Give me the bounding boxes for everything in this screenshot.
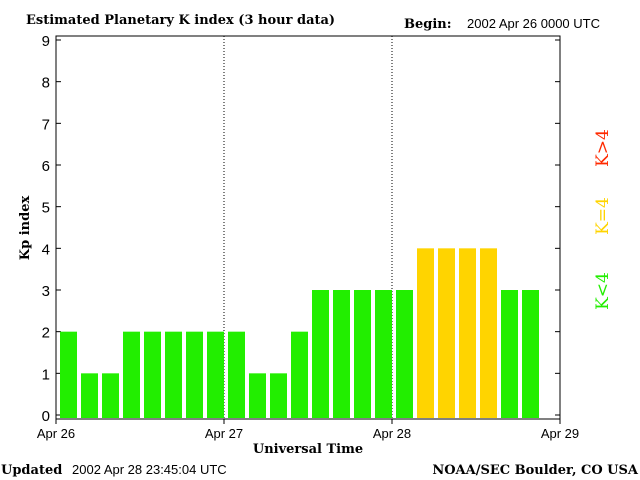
kp-bar <box>123 331 140 418</box>
kp-bar <box>438 248 455 418</box>
kp-bar <box>354 290 371 418</box>
updated-label: Updated <box>1 463 62 478</box>
legend-k-above-4: K>4 <box>593 129 613 167</box>
kp-bar <box>501 290 518 418</box>
legend-k-below-4: K<4 <box>593 272 613 310</box>
plot-frame <box>55 35 561 420</box>
kp-bar <box>81 373 98 418</box>
color-legend: K>4 K=4 K<4 <box>593 129 613 310</box>
kp-bar <box>207 331 224 418</box>
y-tick-label: 7 <box>42 116 50 133</box>
x-tick-label: Apr 26 <box>37 426 75 441</box>
kp-bar <box>396 290 413 418</box>
y-tick-label: 9 <box>42 33 50 50</box>
kp-bar <box>459 248 476 418</box>
updated-value: 2002 Apr 28 23:45:04 UTC <box>72 462 227 477</box>
x-axis: Apr 26 Apr 27 Apr 28 Apr 29 <box>37 419 579 441</box>
kp-bar <box>333 290 350 418</box>
day-dividers <box>223 36 393 419</box>
y-tick-label: 3 <box>42 283 50 300</box>
kp-bar <box>312 290 329 418</box>
y-tick-label: 1 <box>42 366 50 383</box>
y-tick-label: 4 <box>42 241 50 258</box>
x-tick-label: Apr 29 <box>541 426 579 441</box>
kp-bar <box>375 290 392 418</box>
begin-value: 2002 Apr 26 0000 UTC <box>467 16 600 31</box>
x-tick-label: Apr 28 <box>373 426 411 441</box>
kp-bar <box>228 331 245 418</box>
credit-text: NOAA/SEC Boulder, CO USA <box>432 463 639 478</box>
legend-k-equal-4: K=4 <box>593 197 613 235</box>
y-tick-label: 6 <box>42 158 50 175</box>
y-tick-label: 5 <box>42 200 50 217</box>
kp-bar <box>249 373 266 418</box>
y-tick-label: 2 <box>42 325 50 342</box>
kp-bar <box>144 331 161 418</box>
x-tick-label: Apr 27 <box>205 426 243 441</box>
kp-bar <box>102 373 119 418</box>
x-axis-label: Universal Time <box>253 442 363 457</box>
chart-title: Estimated Planetary K index (3 hour data… <box>26 13 335 28</box>
y-axis-label: Kp index <box>18 196 33 261</box>
begin-label: Begin: <box>404 17 452 32</box>
kp-bar <box>270 373 287 418</box>
kp-bar <box>291 331 308 418</box>
kp-bar <box>417 248 434 418</box>
y-tick-label: 8 <box>42 75 50 92</box>
bar-series <box>60 248 539 418</box>
kp-bar <box>522 290 539 418</box>
y-tick-label: 0 <box>42 408 50 425</box>
kp-bar <box>60 331 77 418</box>
kp-bar <box>480 248 497 418</box>
kp-bar <box>165 331 182 418</box>
y-axis: 0 1 2 3 4 5 6 7 8 9 <box>42 33 560 425</box>
kp-bar <box>186 331 203 418</box>
